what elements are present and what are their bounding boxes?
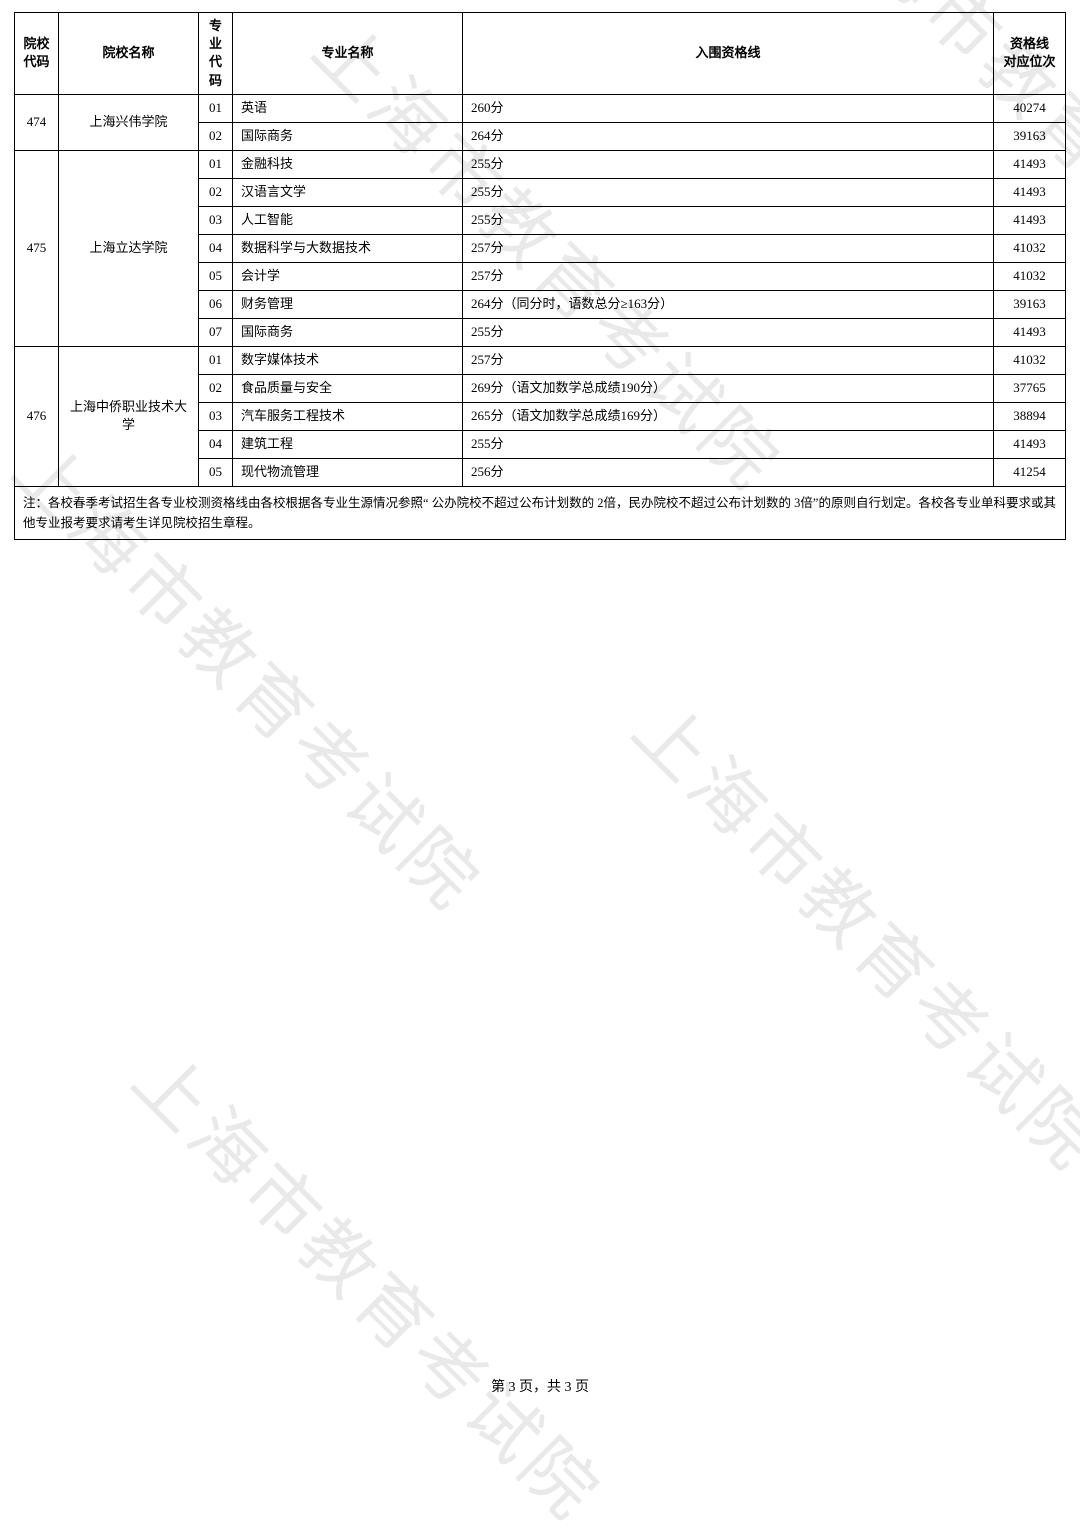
cell-major-code: 02 (199, 374, 233, 402)
header-score: 入围资格线 (463, 13, 994, 95)
cell-score: 256分 (463, 458, 994, 486)
watermark: 上海市教育考试院 (614, 675, 1080, 1190)
cell-score: 255分 (463, 150, 994, 178)
cell-rank: 41032 (994, 262, 1066, 290)
cell-rank: 39163 (994, 122, 1066, 150)
cell-major-code: 03 (199, 206, 233, 234)
cell-rank: 41493 (994, 430, 1066, 458)
cell-major-name: 财务管理 (233, 290, 463, 318)
cell-school-name: 上海兴伟学院 (59, 94, 199, 150)
page-footer: 第 3 页，共 3 页 (0, 1376, 1080, 1396)
page-content: 院校 代码 院校名称 专业 代码 专业名称 入围资格线 资格线 对应位次 474… (0, 0, 1080, 552)
cell-major-code: 02 (199, 122, 233, 150)
cell-major-name: 食品质量与安全 (233, 374, 463, 402)
cell-rank: 41254 (994, 458, 1066, 486)
cell-score: 260分 (463, 94, 994, 122)
cell-major-code: 01 (199, 150, 233, 178)
cell-score: 255分 (463, 318, 994, 346)
cell-score: 264分 (463, 122, 994, 150)
table-row: 474上海兴伟学院01英语260分40274 (15, 94, 1066, 122)
header-school-code: 院校 代码 (15, 13, 59, 95)
cell-major-code: 03 (199, 402, 233, 430)
cell-score: 255分 (463, 206, 994, 234)
table-note-row: 注：各校春季考试招生各专业校测资格线由各校根据各专业生源情况参照“ 公办院校不超… (15, 486, 1066, 539)
cell-major-name: 汉语言文学 (233, 178, 463, 206)
cell-major-code: 01 (199, 94, 233, 122)
cell-rank: 41032 (994, 234, 1066, 262)
cell-major-name: 国际商务 (233, 122, 463, 150)
cell-major-name: 英语 (233, 94, 463, 122)
table-note: 注：各校春季考试招生各专业校测资格线由各校根据各专业生源情况参照“ 公办院校不超… (15, 486, 1066, 539)
cell-rank: 40274 (994, 94, 1066, 122)
cell-major-code: 06 (199, 290, 233, 318)
cell-major-name: 数字媒体技术 (233, 346, 463, 374)
cell-rank: 41493 (994, 178, 1066, 206)
cell-score: 264分（同分时，语数总分≥163分） (463, 290, 994, 318)
header-major-code: 专业 代码 (199, 13, 233, 95)
cell-score: 255分 (463, 178, 994, 206)
cell-major-name: 人工智能 (233, 206, 463, 234)
table-row: 475上海立达学院01金融科技255分41493 (15, 150, 1066, 178)
cell-school-code: 476 (15, 346, 59, 486)
cell-score: 257分 (463, 346, 994, 374)
cell-major-code: 04 (199, 430, 233, 458)
watermark: 上海市教育考试院 (114, 1025, 629, 1540)
cell-major-code: 07 (199, 318, 233, 346)
cell-rank: 37765 (994, 374, 1066, 402)
cell-school-name: 上海立达学院 (59, 150, 199, 346)
cell-rank: 41493 (994, 318, 1066, 346)
cell-rank: 41493 (994, 150, 1066, 178)
cell-school-code: 475 (15, 150, 59, 346)
cell-major-name: 汽车服务工程技术 (233, 402, 463, 430)
cell-major-name: 金融科技 (233, 150, 463, 178)
cell-score: 269分（语文加数学总成绩190分） (463, 374, 994, 402)
cell-score: 265分（语文加数学总成绩169分） (463, 402, 994, 430)
cell-rank: 39163 (994, 290, 1066, 318)
cell-major-name: 现代物流管理 (233, 458, 463, 486)
table-header-row: 院校 代码 院校名称 专业 代码 专业名称 入围资格线 资格线 对应位次 (15, 13, 1066, 95)
cell-score: 257分 (463, 262, 994, 290)
cell-score: 255分 (463, 430, 994, 458)
cell-major-name: 建筑工程 (233, 430, 463, 458)
cell-major-name: 国际商务 (233, 318, 463, 346)
cell-major-code: 04 (199, 234, 233, 262)
cell-major-code: 01 (199, 346, 233, 374)
cell-major-name: 数据科学与大数据技术 (233, 234, 463, 262)
cell-rank: 41032 (994, 346, 1066, 374)
cell-major-code: 05 (199, 458, 233, 486)
table-row: 476上海中侨职业技术大学01数字媒体技术257分41032 (15, 346, 1066, 374)
admissions-table: 院校 代码 院校名称 专业 代码 专业名称 入围资格线 资格线 对应位次 474… (14, 12, 1066, 540)
cell-score: 257分 (463, 234, 994, 262)
cell-rank: 41493 (994, 206, 1066, 234)
header-school-name: 院校名称 (59, 13, 199, 95)
cell-major-name: 会计学 (233, 262, 463, 290)
cell-major-code: 05 (199, 262, 233, 290)
header-rank: 资格线 对应位次 (994, 13, 1066, 95)
cell-major-code: 02 (199, 178, 233, 206)
cell-school-name: 上海中侨职业技术大学 (59, 346, 199, 486)
cell-school-code: 474 (15, 94, 59, 150)
cell-rank: 38894 (994, 402, 1066, 430)
header-major-name: 专业名称 (233, 13, 463, 95)
